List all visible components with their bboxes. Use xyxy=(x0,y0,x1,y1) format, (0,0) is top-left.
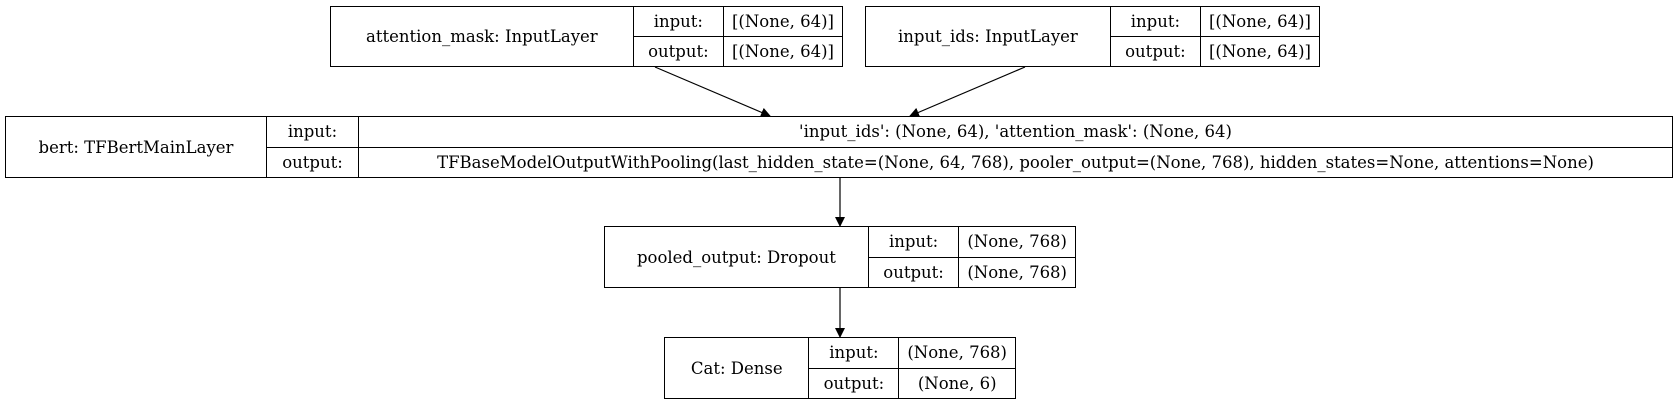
node-attention-mask-name: attention_mask: InputLayer xyxy=(331,7,634,66)
node-bert: bert: TFBertMainLayer input: output: 'in… xyxy=(5,116,1673,178)
input-shape: 'input_ids': (None, 64), 'attention_mask… xyxy=(359,117,1672,148)
input-label: input: xyxy=(1110,7,1200,37)
input-label: input: xyxy=(267,117,358,148)
input-label: input: xyxy=(868,227,959,258)
node-input-ids-name: input_ids: InputLayer xyxy=(866,7,1111,66)
output-label: output: xyxy=(282,152,343,172)
output-shape: (None, 768) xyxy=(967,262,1067,282)
output-shape: TFBaseModelOutputWithPooling(last_hidden… xyxy=(437,152,1594,172)
output-label: output: xyxy=(648,42,709,61)
output-label: output: xyxy=(1125,42,1186,61)
output-shape: (None, 6) xyxy=(917,373,997,393)
node-pooled-output-name: pooled_output: Dropout xyxy=(605,227,869,287)
node-attention-mask: attention_mask: InputLayer input: output… xyxy=(330,6,843,67)
node-pooled-output: pooled_output: Dropout input: output: (N… xyxy=(604,226,1076,288)
output-shape: [(None, 64)] xyxy=(732,42,834,61)
node-cat-dense: Cat: Dense input: output: (None, 768) (N… xyxy=(664,337,1016,399)
input-label: input: xyxy=(633,7,723,37)
output-shape: [(None, 64)] xyxy=(1209,42,1311,61)
input-label: input: xyxy=(809,338,899,369)
input-shape: [(None, 64)] xyxy=(724,7,842,37)
output-label: output: xyxy=(883,262,944,282)
input-shape: [(None, 64)] xyxy=(1201,7,1319,37)
node-cat-dense-name: Cat: Dense xyxy=(665,338,810,398)
output-label: output: xyxy=(823,373,885,393)
node-bert-name: bert: TFBertMainLayer xyxy=(6,117,267,177)
input-shape: (None, 768) xyxy=(899,338,1015,369)
node-input-ids: input_ids: InputLayer input: output: [(N… xyxy=(865,6,1320,67)
input-shape: (None, 768) xyxy=(959,227,1075,258)
edge-input-ids-to-bert xyxy=(909,66,1026,118)
edge-attention-mask-to-bert xyxy=(654,66,771,118)
